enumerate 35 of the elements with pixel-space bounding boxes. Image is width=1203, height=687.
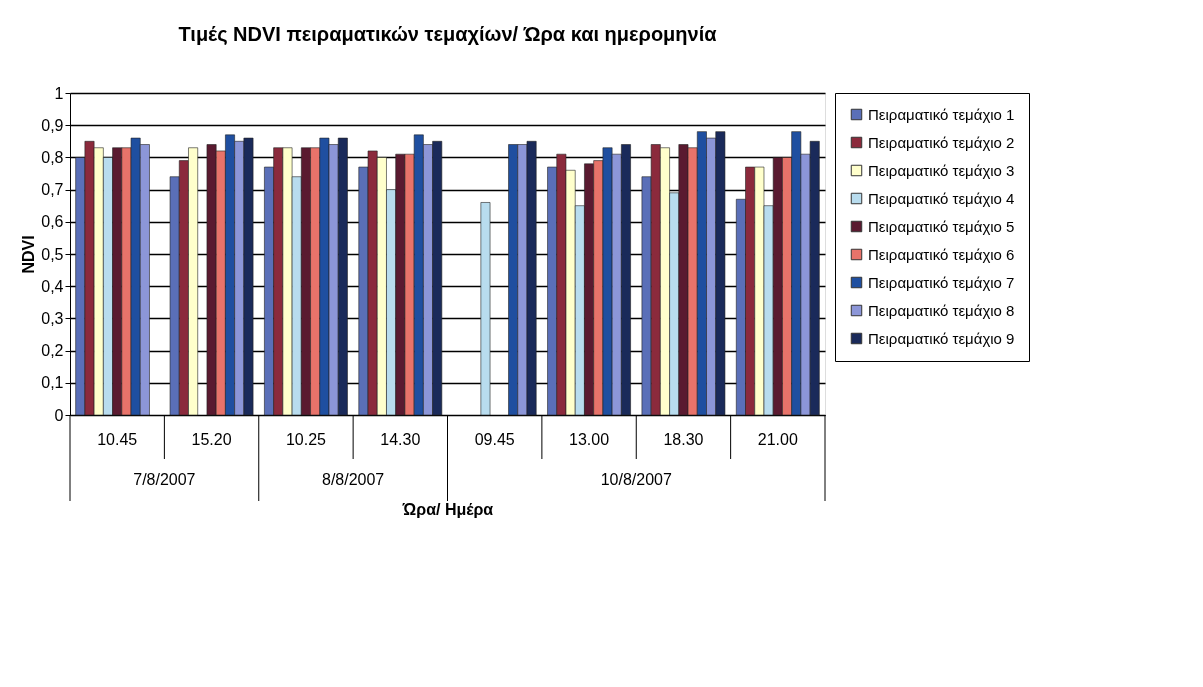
x-tick-label: 18.30 — [663, 430, 704, 448]
bar — [480, 202, 491, 416]
text: 8/8/2007 — [321, 471, 385, 488]
y-tick-label: 0,7 — [41, 181, 64, 199]
y-tick-label: 0,5 — [41, 245, 64, 263]
legend-label: Πειραματικό τεμάχιο 2 — [868, 133, 1015, 151]
x-tick-label: 14.30 — [380, 430, 421, 448]
chart-title: Τιμές NDVI πειραματικών τεμαχίων/ Ώρα και ημερομηνία — [178, 23, 718, 45]
legend-label: Πειραματικό τεμάχιο 5 — [868, 217, 1015, 235]
y-tick-label: 0 — [54, 406, 64, 424]
legend-label: Πειραματικό τεμάχιο 8 — [868, 301, 1015, 319]
x-tick-label: 10.45 — [97, 430, 138, 448]
y-tick-label: 0,3 — [41, 309, 64, 327]
legend-label: Πειραματικό τεμάχιο 1 — [868, 105, 1015, 123]
x-tick-label: 09.45 — [474, 430, 515, 448]
legend-label: Πειραματικό τεμάχιο 3 — [868, 161, 1015, 179]
text: 10/8/2007 — [600, 471, 672, 488]
x-tick-label: 13.00 — [569, 430, 610, 448]
y-tick-label: 0,2 — [41, 342, 64, 360]
text: 7/8/2007 — [133, 471, 196, 488]
x-axis-title: Ώρα/ Ημέρα — [401, 500, 494, 518]
legend-label: Πειραματικό τεμάχιο 9 — [868, 329, 1015, 347]
legend-label: Πειραματικό τεμάχιο 4 — [868, 189, 1015, 207]
y-tick-label: 0,8 — [41, 148, 64, 166]
legend-label: Πειραματικό τεμάχιο 7 — [868, 273, 1015, 291]
y-axis-title: NDVI — [20, 235, 38, 274]
legend-label: Πειραματικό τεμάχιο 6 — [868, 245, 1015, 263]
x-tick-label: 15.20 — [191, 430, 232, 448]
x-tick-label: 10.25 — [285, 430, 327, 448]
y-tick-label: 0,9 — [41, 116, 64, 134]
y-tick-label: 0,1 — [41, 374, 64, 392]
y-tick-label: 1 — [54, 84, 64, 102]
y-tick-label: 0,4 — [41, 277, 64, 295]
y-tick-label: 0,6 — [41, 213, 64, 231]
x-tick-label: 21.00 — [757, 430, 798, 448]
